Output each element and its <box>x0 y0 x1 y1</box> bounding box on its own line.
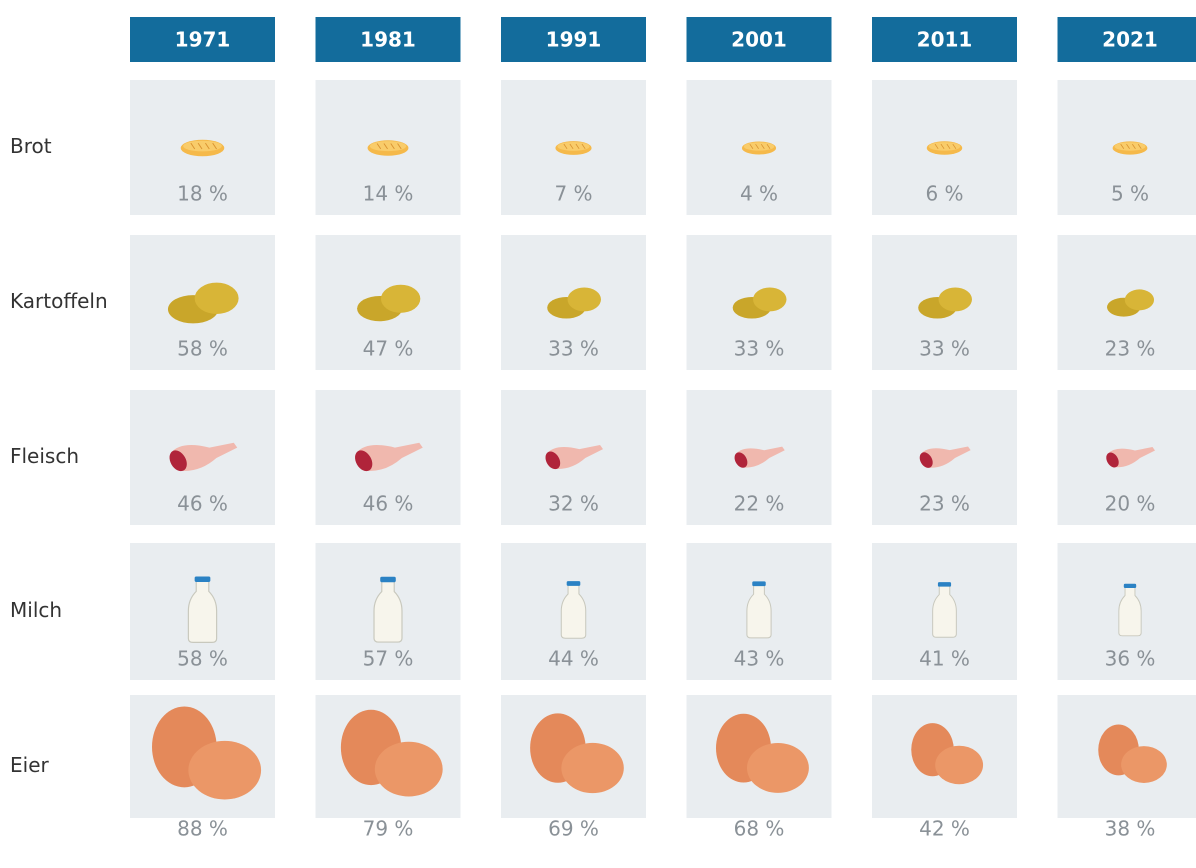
bread-top <box>929 142 961 151</box>
egg <box>1121 746 1167 783</box>
cap <box>938 582 951 587</box>
bread-top <box>1115 142 1146 151</box>
percent-label: 47 % <box>363 337 414 361</box>
percent-label: 44 % <box>548 647 599 671</box>
year-label: 2001 <box>731 28 787 52</box>
percent-label: 6 % <box>925 182 963 206</box>
potato <box>568 287 601 311</box>
egg <box>561 743 623 793</box>
row-label: Milch <box>10 598 62 622</box>
egg <box>935 746 983 785</box>
row-label: Eier <box>10 753 49 777</box>
percent-label: 14 % <box>363 182 414 206</box>
infographic: 1971 1981 1991 2001 2011 2021 Brot 18 % 14 % 7 % 4… <box>0 0 1196 868</box>
percent-label: 69 % <box>548 817 599 841</box>
cap <box>380 577 396 582</box>
percent-label: 68 % <box>734 817 785 841</box>
egg <box>188 741 261 800</box>
percent-label: 7 % <box>554 182 592 206</box>
potato <box>381 285 420 313</box>
percent-label: 33 % <box>919 337 970 361</box>
food-icon <box>1113 141 1148 154</box>
percent-label: 4 % <box>740 182 778 206</box>
percent-label: 23 % <box>919 492 970 516</box>
percent-label: 38 % <box>1105 817 1156 841</box>
percent-label: 41 % <box>919 647 970 671</box>
food-icon <box>927 141 963 154</box>
percent-label: 46 % <box>177 492 228 516</box>
percent-label: 22 % <box>734 492 785 516</box>
food-icon <box>181 140 225 156</box>
egg <box>375 742 443 797</box>
percent-label: 33 % <box>734 337 785 361</box>
percent-label: 23 % <box>1105 337 1156 361</box>
bread-top <box>183 141 222 152</box>
potato <box>939 287 972 311</box>
row-label: Fleisch <box>10 444 79 468</box>
egg <box>747 743 809 793</box>
year-label: 1971 <box>175 28 231 52</box>
bread-top <box>557 142 589 151</box>
food-icon <box>368 140 409 155</box>
year-label: 2021 <box>1102 28 1158 52</box>
percent-label: 36 % <box>1105 647 1156 671</box>
percent-label: 42 % <box>919 817 970 841</box>
food-icon <box>742 142 776 155</box>
potato <box>753 287 786 311</box>
food-icon <box>555 141 591 155</box>
bread-top <box>744 142 774 150</box>
percent-label: 20 % <box>1105 492 1156 516</box>
percent-label: 43 % <box>734 647 785 671</box>
year-label: 1991 <box>546 28 602 52</box>
row-label: Brot <box>10 134 52 158</box>
cap <box>195 576 211 581</box>
year-label: 2011 <box>917 28 973 52</box>
percent-label: 46 % <box>363 492 414 516</box>
potato <box>1125 289 1154 310</box>
cap <box>1124 584 1136 588</box>
year-label: 1981 <box>360 28 416 52</box>
percent-label: 5 % <box>1111 182 1149 206</box>
row-label: Kartoffeln <box>10 289 108 313</box>
percent-label: 58 % <box>177 647 228 671</box>
percent-label: 58 % <box>177 337 228 361</box>
percent-label: 88 % <box>177 817 228 841</box>
percent-label: 57 % <box>363 647 414 671</box>
potato <box>195 283 239 314</box>
percent-label: 33 % <box>548 337 599 361</box>
percent-label: 18 % <box>177 182 228 206</box>
percent-label: 32 % <box>548 492 599 516</box>
bread-top <box>370 141 406 151</box>
cap <box>752 581 765 586</box>
percent-label: 79 % <box>363 817 414 841</box>
cap <box>567 581 581 586</box>
